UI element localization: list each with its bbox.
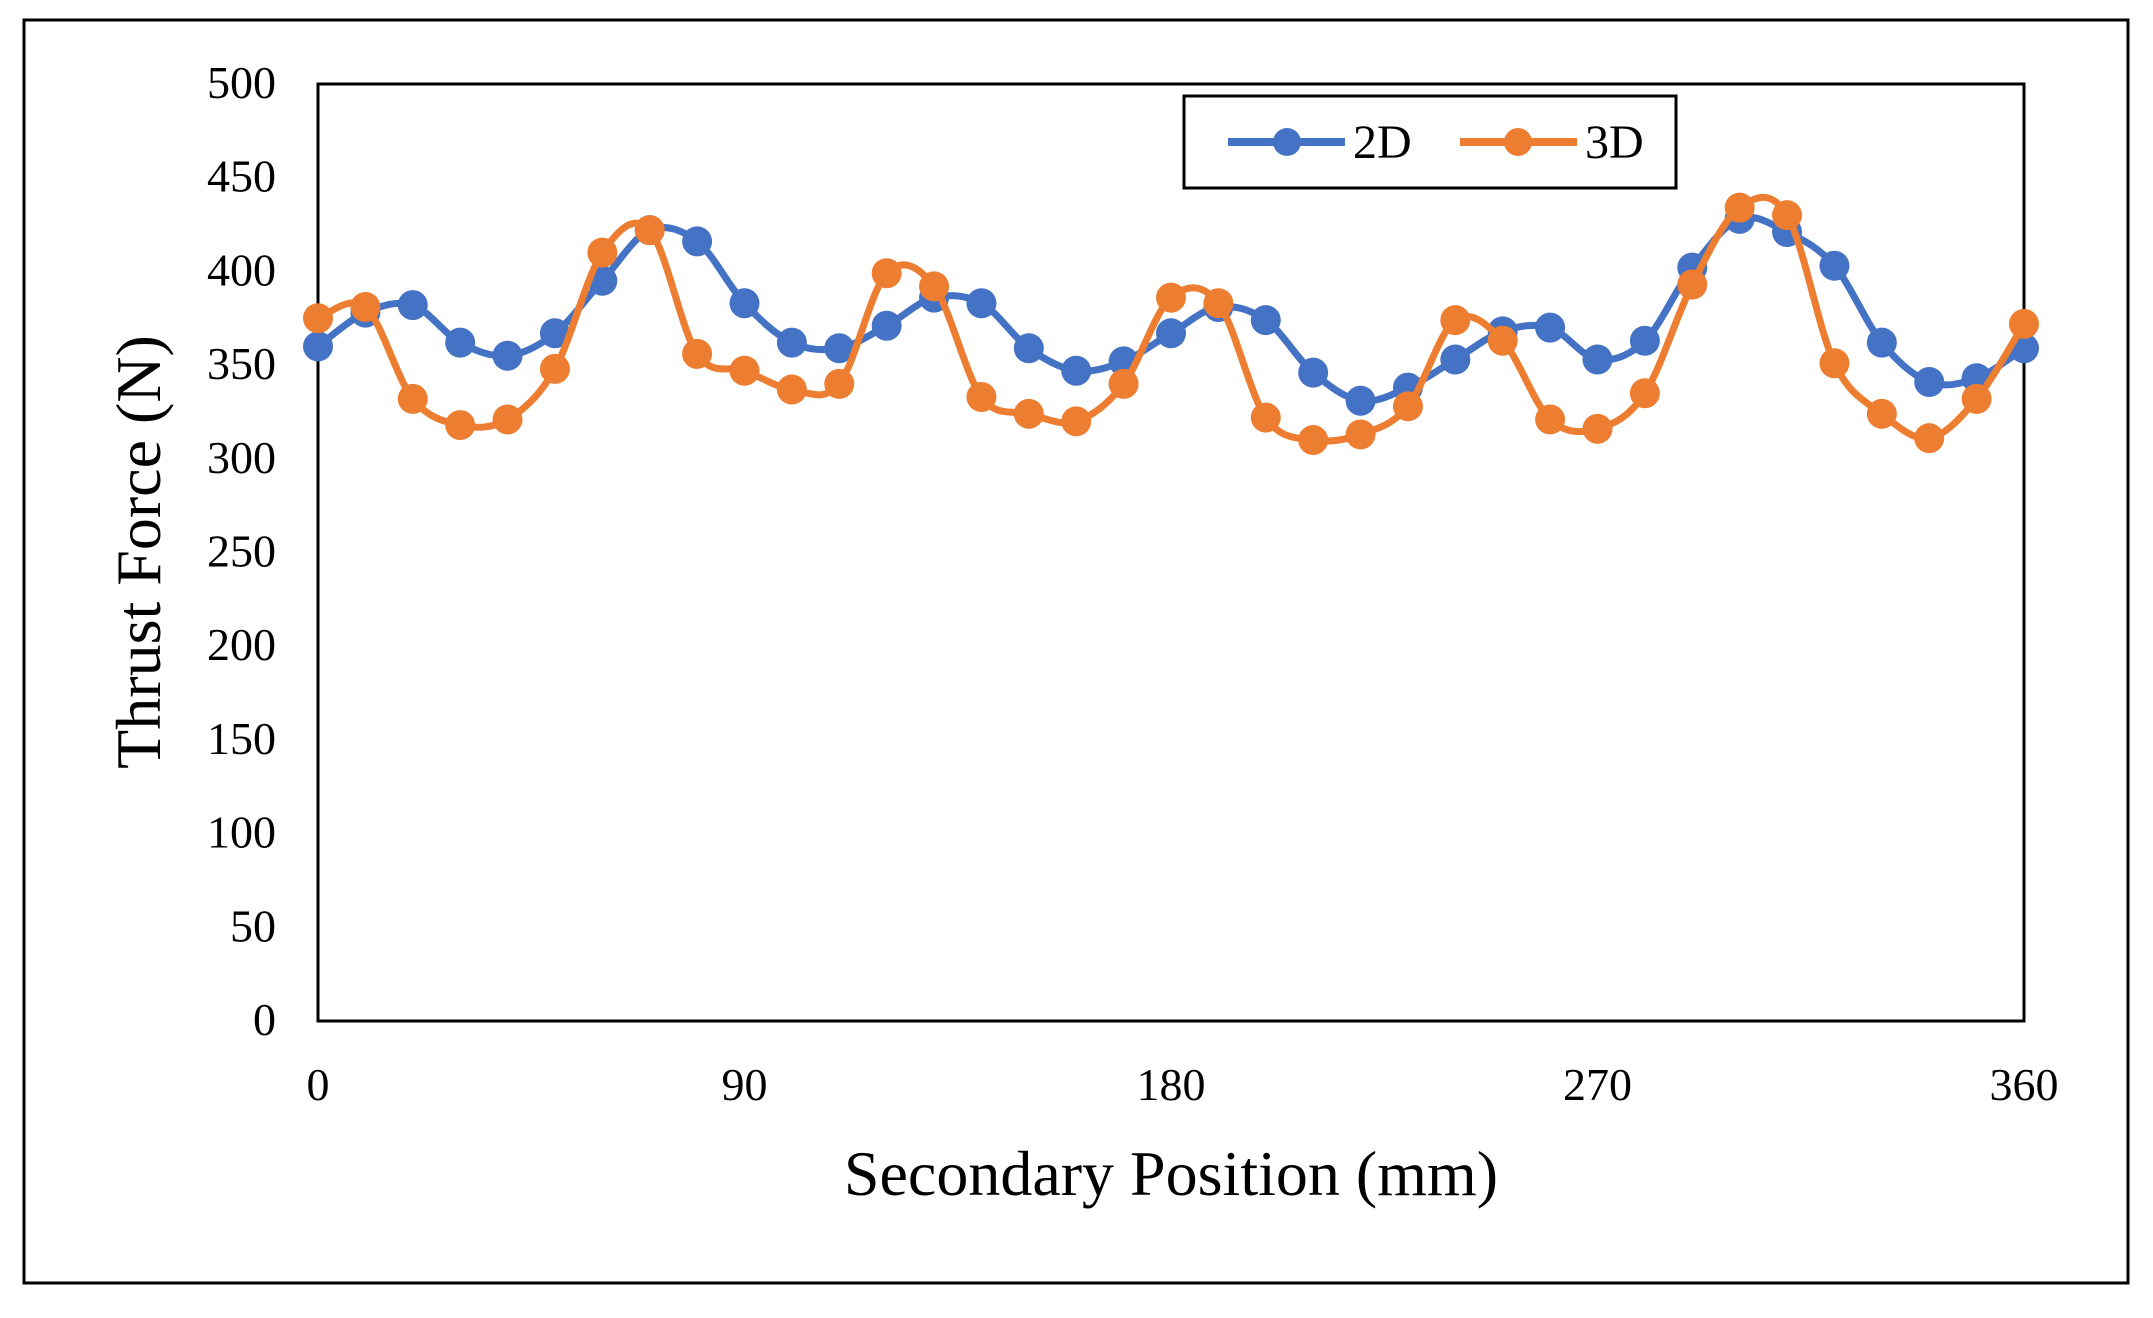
data-point-2d xyxy=(1298,357,1329,388)
data-point-2d xyxy=(1061,355,1092,386)
data-point-2d xyxy=(682,226,713,257)
data-point-3d xyxy=(1677,269,1708,300)
data-point-3d xyxy=(1440,305,1471,336)
data-point-2d xyxy=(1629,325,1660,356)
series-layer xyxy=(303,192,2039,456)
data-point-2d xyxy=(729,288,760,319)
data-point-3d xyxy=(1156,282,1186,313)
y-tick-label: 200 xyxy=(207,619,276,670)
legend-marker-2d xyxy=(1273,128,1301,156)
y-tick-label: 350 xyxy=(207,338,276,389)
y-tick-label: 300 xyxy=(207,432,276,483)
y-tick-label: 0 xyxy=(253,994,276,1045)
y-tick-label: 50 xyxy=(230,900,276,951)
data-point-2d xyxy=(303,331,333,362)
x-axis-tick-labels: 0 90 180 270 360 xyxy=(307,1059,2059,1110)
data-point-2d xyxy=(445,327,476,358)
data-point-2d xyxy=(1819,250,1850,281)
y-axis-label: Thrust Force (N) xyxy=(103,335,174,769)
data-point-3d xyxy=(919,271,950,302)
legend-marker-3d xyxy=(1504,128,1532,156)
data-point-3d xyxy=(1013,398,1044,429)
data-point-3d xyxy=(303,303,333,334)
data-point-3d xyxy=(824,368,855,399)
data-point-3d xyxy=(350,292,381,323)
data-point-2d xyxy=(871,310,902,341)
legend-label-2d: 2D xyxy=(1353,116,1412,169)
data-point-3d xyxy=(1108,368,1139,399)
data-point-3d xyxy=(1914,423,1945,454)
x-tick-label: 0 xyxy=(307,1059,330,1110)
data-point-2d xyxy=(539,318,570,349)
data-point-3d xyxy=(1772,200,1803,231)
data-point-3d xyxy=(1061,406,1092,437)
data-point-3d xyxy=(539,353,570,384)
data-point-3d xyxy=(445,410,476,441)
data-point-2d xyxy=(776,327,807,358)
data-point-2d xyxy=(1156,318,1186,349)
data-point-2d xyxy=(966,288,997,319)
legend: 2D 3D xyxy=(1182,94,1678,190)
data-point-3d xyxy=(1961,383,1992,414)
data-point-3d xyxy=(1250,402,1281,433)
data-point-3d xyxy=(776,374,807,405)
y-axis-tick-labels: 0 50 100 150 200 250 300 350 400 450 500 xyxy=(207,57,276,1045)
data-point-3d xyxy=(966,381,997,412)
y-tick-label: 500 xyxy=(207,57,276,108)
data-point-2d xyxy=(1914,366,1945,397)
data-point-3d xyxy=(397,383,428,414)
x-tick-label: 90 xyxy=(722,1059,768,1110)
data-point-3d xyxy=(1298,425,1329,456)
x-tick-label: 360 xyxy=(1990,1059,2059,1110)
data-point-2d xyxy=(1250,305,1281,336)
legend-label-3d: 3D xyxy=(1585,116,1644,169)
data-point-2d xyxy=(492,340,523,371)
data-point-2d xyxy=(1013,333,1044,364)
y-tick-label: 250 xyxy=(207,526,276,577)
data-point-2d xyxy=(1866,327,1897,358)
data-point-3d xyxy=(1724,192,1755,223)
data-point-3d xyxy=(729,355,760,386)
data-point-3d xyxy=(1582,413,1613,444)
data-point-2d xyxy=(1535,312,1566,343)
data-point-3d xyxy=(1392,391,1423,422)
data-point-3d xyxy=(1629,378,1660,409)
data-point-3d xyxy=(492,404,523,435)
y-tick-label: 100 xyxy=(207,807,276,858)
data-point-2d xyxy=(824,333,855,364)
data-point-3d xyxy=(1487,325,1518,356)
data-point-3d xyxy=(682,338,713,369)
data-point-3d xyxy=(1819,348,1850,379)
x-tick-label: 180 xyxy=(1137,1059,1206,1110)
y-tick-label: 150 xyxy=(207,713,276,764)
data-point-2d xyxy=(1345,385,1376,416)
x-axis-label: Secondary Position (mm) xyxy=(844,1138,1498,1209)
x-tick-label: 270 xyxy=(1563,1059,1632,1110)
data-point-3d xyxy=(1866,398,1897,429)
data-point-2d xyxy=(1582,344,1613,375)
data-point-3d xyxy=(587,237,618,268)
data-point-3d xyxy=(1203,288,1234,319)
series-3d xyxy=(303,192,2039,456)
data-point-2d xyxy=(397,290,428,321)
data-point-3d xyxy=(2009,308,2039,339)
data-point-3d xyxy=(871,258,902,289)
data-point-3d xyxy=(1535,404,1566,435)
data-point-3d xyxy=(1345,419,1376,450)
data-point-2d xyxy=(1440,344,1471,375)
data-point-3d xyxy=(634,215,665,246)
y-tick-label: 450 xyxy=(207,151,276,202)
y-tick-label: 400 xyxy=(207,244,276,295)
